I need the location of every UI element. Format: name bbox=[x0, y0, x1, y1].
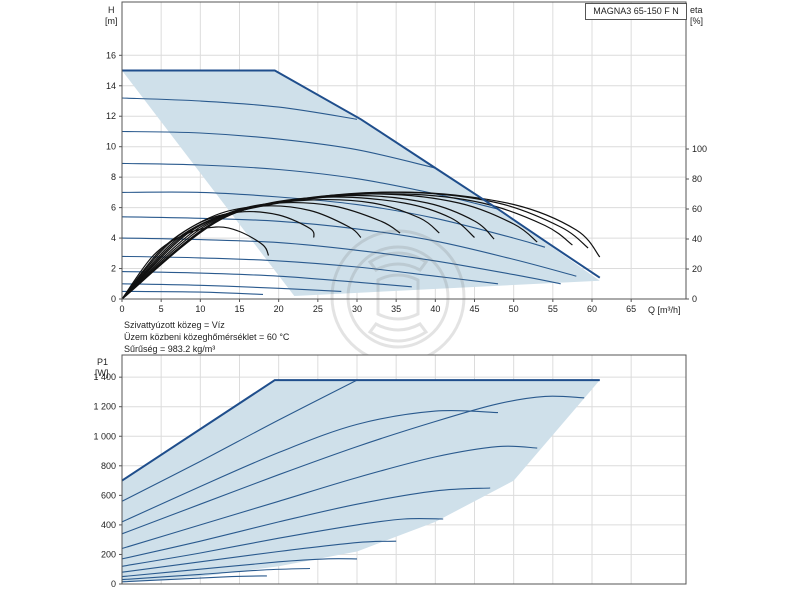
power-curve bbox=[121, 395, 585, 535]
power-curves bbox=[121, 379, 585, 583]
efficiency-tick-label: 100 bbox=[692, 144, 707, 154]
power-tick-label: 200 bbox=[101, 549, 116, 559]
fluid-info-medium: Szivattyúzott közeg = Víz bbox=[124, 320, 225, 330]
power-tick-label: 800 bbox=[101, 461, 116, 471]
efficiency-curve bbox=[121, 194, 495, 300]
power-axis-label: P1 bbox=[97, 357, 108, 367]
power-tick-label: 400 bbox=[101, 520, 116, 530]
power-tick-label: 1 400 bbox=[93, 372, 116, 382]
head-speed-curve bbox=[121, 216, 577, 277]
efficiency-axis-label: eta bbox=[690, 5, 703, 15]
power-curve bbox=[121, 487, 491, 560]
power-curve bbox=[121, 379, 358, 502]
head-speed-curve bbox=[121, 130, 436, 169]
head-tick-label: 2 bbox=[111, 264, 116, 274]
flow-tick-label: 65 bbox=[626, 304, 636, 314]
efficiency-tick-label: 0 bbox=[692, 294, 697, 304]
flow-tick-label: 20 bbox=[274, 304, 284, 314]
head-tick-label: 10 bbox=[106, 142, 116, 152]
head-operating-area bbox=[122, 70, 600, 296]
head-speed-curve bbox=[121, 237, 561, 285]
power-curve bbox=[121, 445, 538, 550]
flow-axis-ticks: 0 5 10 15 20 25 30 35 40 45 50 55 60 65 bbox=[119, 299, 636, 314]
power-axis-unit: [W] bbox=[95, 368, 109, 378]
flow-axis-label: Q [m³/h] bbox=[648, 305, 681, 315]
flow-tick-label: 5 bbox=[159, 304, 164, 314]
head-tick-label: 8 bbox=[111, 172, 116, 182]
head-speed-curve bbox=[121, 290, 264, 295]
efficiency-curves bbox=[121, 191, 601, 300]
fluid-info-temperature: Üzem közbeni közeghőmérséklet = 60 °C bbox=[124, 332, 290, 342]
efficiency-tick-label: 60 bbox=[692, 204, 702, 214]
fluid-info-density: Sűrűség = 983.2 kg/m³ bbox=[124, 344, 216, 354]
efficiency-curve bbox=[121, 210, 315, 300]
head-max-curve bbox=[122, 69, 601, 279]
flow-tick-label: 40 bbox=[430, 304, 440, 314]
flow-tick-label: 35 bbox=[391, 304, 401, 314]
flow-tick-label: 45 bbox=[469, 304, 479, 314]
power-curve bbox=[121, 409, 499, 523]
head-tick-label: 12 bbox=[106, 111, 116, 121]
watermark-logo bbox=[330, 229, 466, 365]
flow-tick-label: 10 bbox=[195, 304, 205, 314]
efficiency-tick-label: 80 bbox=[692, 174, 702, 184]
power-chart: 0 200 400 600 800 1 000 1 200 1 400 P1 [W] bbox=[93, 354, 687, 589]
head-axis-unit: [m] bbox=[105, 16, 118, 26]
efficiency-axis-ticks: 0 20 40 60 80 100 bbox=[686, 144, 707, 304]
power-tick-label: 1 000 bbox=[93, 431, 116, 441]
flow-tick-label: 0 bbox=[119, 304, 124, 314]
power-tick-label: 1 200 bbox=[93, 402, 116, 412]
power-curve bbox=[121, 558, 358, 578]
power-curve bbox=[121, 518, 444, 567]
power-curve bbox=[121, 540, 397, 573]
power-tick-label: 600 bbox=[101, 490, 116, 500]
head-tick-label: 16 bbox=[106, 50, 116, 60]
efficiency-curve bbox=[121, 191, 601, 300]
efficiency-tick-label: 20 bbox=[692, 264, 702, 274]
power-curve bbox=[121, 567, 311, 581]
efficiency-curve bbox=[121, 193, 573, 300]
head-axis-label: H bbox=[108, 5, 115, 15]
flow-tick-label: 30 bbox=[352, 304, 362, 314]
flow-tick-label: 55 bbox=[548, 304, 558, 314]
head-tick-label: 0 bbox=[111, 294, 116, 304]
pump-model-label: MAGNA3 65-150 F N bbox=[585, 3, 687, 20]
power-chart-frame bbox=[121, 354, 687, 585]
flow-tick-label: 25 bbox=[313, 304, 323, 314]
efficiency-tick-label: 40 bbox=[692, 234, 702, 244]
power-tick-label: 0 bbox=[111, 579, 116, 589]
power-curve bbox=[121, 575, 267, 583]
flow-tick-label: 15 bbox=[234, 304, 244, 314]
head-speed-curve bbox=[121, 162, 499, 210]
head-efficiency-chart: 0 5 10 15 20 25 30 35 40 45 50 55 60 65 0 2 4 6 8 10 12 14 16… bbox=[105, 1, 707, 315]
power-operating-area bbox=[122, 380, 600, 583]
efficiency-curve bbox=[121, 199, 440, 300]
head-axis-ticks: 0 2 4 6 8 10 12 14 16 bbox=[106, 50, 122, 304]
head-speed-curve bbox=[121, 283, 342, 292]
head-speed-curve bbox=[121, 255, 499, 285]
head-speed-curves bbox=[121, 97, 577, 295]
efficiency-axis-unit: [%] bbox=[690, 16, 703, 26]
efficiency-curve bbox=[121, 226, 270, 300]
head-chart-frame bbox=[121, 1, 687, 300]
flow-tick-label: 50 bbox=[509, 304, 519, 314]
flow-tick-label: 60 bbox=[587, 304, 597, 314]
power-max-curve bbox=[121, 379, 600, 482]
head-tick-label: 4 bbox=[111, 233, 116, 243]
power-axis-ticks: 0 200 400 600 800 1 000 1 200 1 400 bbox=[93, 372, 122, 589]
head-speed-curve bbox=[121, 271, 412, 288]
head-tick-label: 14 bbox=[106, 81, 116, 91]
head-speed-curve bbox=[121, 191, 546, 248]
head-tick-label: 6 bbox=[111, 203, 116, 213]
head-speed-curve bbox=[121, 97, 358, 120]
